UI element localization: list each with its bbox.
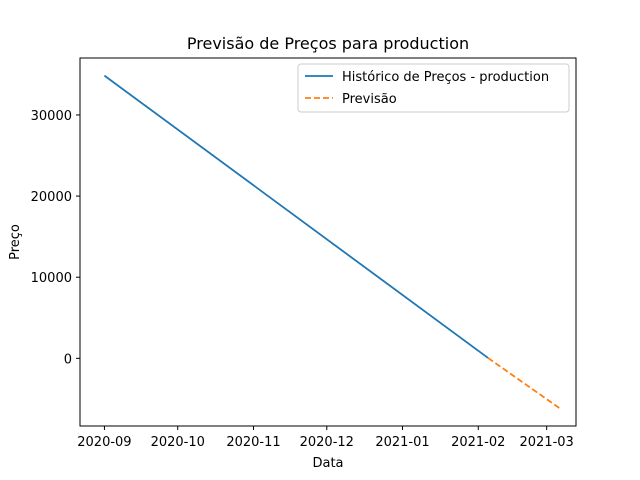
y-tick-label: 10000 [31, 271, 72, 286]
plot-frame [79, 57, 577, 427]
x-tick-label: 2020-12 [300, 435, 354, 450]
x-tick-label: 2021-01 [375, 435, 429, 450]
legend-frame [297, 63, 570, 113]
y-tick-label: 20000 [31, 190, 72, 205]
y-axis-ticks: 0 10000 20000 30000 [31, 109, 80, 367]
legend: Histórico de Preços - production Previsã… [297, 63, 570, 113]
x-axis-ticks: 2020-09 2020-10 2020-11 2020-12 2021-01 2021-… [77, 426, 574, 450]
series-line-historico [103, 74, 489, 359]
x-tick-label: 2020-10 [151, 435, 205, 450]
x-tick-label: 2021-03 [520, 435, 574, 450]
series-line-previsao [487, 357, 562, 411]
x-tick-label: 2020-11 [226, 435, 280, 450]
y-tick-label: 30000 [31, 109, 72, 124]
x-axis-label: Data [312, 456, 343, 471]
legend-label-historico: Histórico de Preços - production [342, 70, 549, 85]
chart-title: Previsão de Preços para production [187, 34, 469, 53]
x-tick-label: 2021-02 [451, 435, 505, 450]
y-axis-label: Preço [8, 224, 23, 260]
x-tick-label: 2020-09 [77, 435, 131, 450]
y-tick-label: 0 [64, 352, 72, 367]
series-layer [103, 74, 562, 411]
legend-label-previsao: Previsão [342, 92, 397, 107]
